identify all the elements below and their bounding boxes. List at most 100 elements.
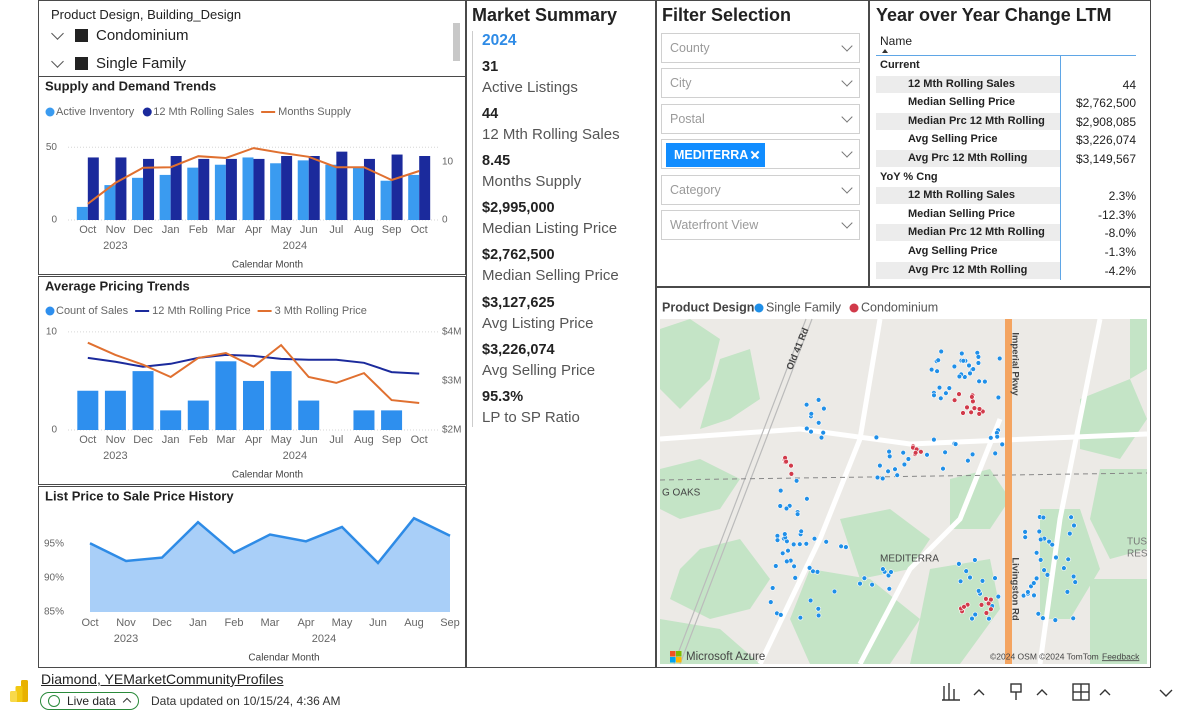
x-tick-label: Jul bbox=[329, 434, 343, 446]
dropdown[interactable]: Postal bbox=[661, 103, 860, 134]
map-dot bbox=[806, 565, 813, 571]
slicer-item[interactable]: Condominium bbox=[96, 27, 189, 44]
live-badge[interactable]: Live data bbox=[40, 692, 139, 710]
row-bg bbox=[876, 224, 1060, 242]
scrollbar[interactable] bbox=[453, 23, 460, 61]
park-area bbox=[1080, 379, 1147, 459]
map-dot bbox=[999, 441, 1005, 448]
bar bbox=[419, 156, 431, 220]
row-bg bbox=[876, 243, 1060, 260]
map-dot bbox=[978, 602, 985, 608]
x-tick-label: Feb bbox=[225, 617, 244, 629]
row-bg bbox=[876, 75, 1060, 93]
row-label: Median Selling Price bbox=[908, 96, 1015, 109]
y-tick-label: 85% bbox=[44, 607, 64, 618]
bookmark-icon[interactable] bbox=[1010, 683, 1048, 700]
dropdown[interactable]: City bbox=[661, 68, 860, 99]
map-dot bbox=[816, 420, 822, 426]
bar bbox=[132, 177, 144, 220]
map-dot bbox=[808, 428, 814, 435]
bar bbox=[187, 167, 199, 220]
legend-label: 12 Mth Rolling Sales bbox=[153, 106, 254, 118]
y2-tick-label: $2M bbox=[442, 425, 461, 436]
y-tick-label: 0 bbox=[51, 425, 57, 436]
map[interactable]: Product Design Single Family CondominiumOl… bbox=[657, 288, 1150, 667]
column-header[interactable]: Name bbox=[880, 34, 913, 48]
dropdown[interactable]: Waterfront View bbox=[661, 210, 860, 240]
row-label: Avg Selling Price bbox=[908, 133, 998, 146]
chevron bbox=[841, 181, 853, 194]
row-value: -12.3% bbox=[1097, 207, 1136, 222]
row-label: Avg Prc 12 Mth Rolling bbox=[908, 263, 1028, 276]
report-link[interactable]: Diamond, YEMarketCommunityProfiles bbox=[41, 671, 284, 687]
expand-icon[interactable] bbox=[51, 55, 64, 68]
x-tick-label: Dec bbox=[152, 617, 172, 629]
map-dot bbox=[943, 390, 949, 396]
x-tick-label: Mar bbox=[261, 617, 280, 629]
icon-bar bbox=[21, 680, 28, 702]
map-dot bbox=[793, 478, 800, 484]
road bbox=[1037, 318, 1103, 665]
map-dot bbox=[968, 409, 974, 416]
bar bbox=[363, 158, 375, 220]
filter-chip[interactable]: MEDITERRA bbox=[666, 143, 765, 168]
map-dot bbox=[785, 548, 791, 554]
bar bbox=[325, 164, 337, 220]
map-dot bbox=[811, 536, 818, 542]
bar bbox=[187, 400, 209, 430]
x-tick-label: Feb bbox=[189, 224, 208, 236]
bar bbox=[87, 157, 99, 220]
x-tick-label: Jan bbox=[189, 617, 207, 629]
map-dot bbox=[956, 373, 963, 380]
map-dot bbox=[928, 366, 935, 373]
dropdown[interactable]: Category bbox=[661, 174, 860, 205]
map-dot bbox=[975, 360, 982, 366]
legend-label: Count of Sales bbox=[56, 305, 129, 317]
dropdown[interactable]: County bbox=[661, 33, 860, 63]
year-label: 2024 bbox=[283, 450, 307, 462]
row-value: $3,226,074 bbox=[1075, 133, 1136, 148]
bar bbox=[308, 156, 320, 220]
park-area bbox=[670, 539, 770, 619]
map-dot bbox=[886, 448, 892, 455]
map-dot bbox=[967, 370, 973, 377]
legend-marker bbox=[754, 303, 764, 313]
map-dot bbox=[918, 449, 924, 455]
map-dot bbox=[956, 391, 962, 397]
map-dot bbox=[969, 615, 975, 622]
map-dot bbox=[1040, 615, 1046, 621]
map-dot bbox=[1038, 557, 1044, 563]
x-tick-label: Mar bbox=[216, 224, 235, 236]
collapse-icon[interactable] bbox=[1159, 689, 1173, 697]
map-dot bbox=[1064, 589, 1071, 595]
checkbox[interactable] bbox=[75, 57, 88, 70]
map-dot bbox=[992, 450, 998, 457]
feedback-link[interactable]: Feedback bbox=[1102, 651, 1140, 661]
map-dot bbox=[1040, 514, 1047, 521]
map-dot bbox=[951, 363, 958, 370]
map-dot bbox=[992, 575, 998, 581]
x-tick-label: Jan bbox=[162, 434, 180, 446]
area bbox=[90, 518, 450, 612]
map-dot bbox=[952, 441, 959, 447]
map-dot bbox=[963, 568, 969, 574]
slicer-item[interactable]: Single Family bbox=[96, 55, 187, 72]
park-area bbox=[840, 509, 930, 579]
road bbox=[857, 418, 1003, 666]
map-dot bbox=[966, 362, 972, 369]
bar bbox=[381, 410, 403, 430]
map-dot bbox=[970, 398, 976, 405]
checkbox[interactable] bbox=[75, 29, 88, 42]
map-dot bbox=[873, 434, 880, 441]
expand-icon[interactable] bbox=[51, 27, 64, 40]
map-dot bbox=[886, 586, 893, 592]
icon-bar bbox=[15, 686, 23, 702]
layout-icon[interactable] bbox=[1072, 683, 1111, 701]
bar bbox=[159, 174, 171, 220]
row-label: 12 Mth Rolling Sales bbox=[908, 77, 1015, 90]
map-dot bbox=[888, 569, 894, 575]
visual-icon[interactable] bbox=[942, 683, 985, 701]
market-summary-panel: Market Summary 2024 31 Active Listings 44 1… bbox=[466, 0, 656, 668]
map-dot bbox=[794, 511, 801, 517]
dropdown[interactable]: MEDITERRA bbox=[661, 139, 860, 170]
